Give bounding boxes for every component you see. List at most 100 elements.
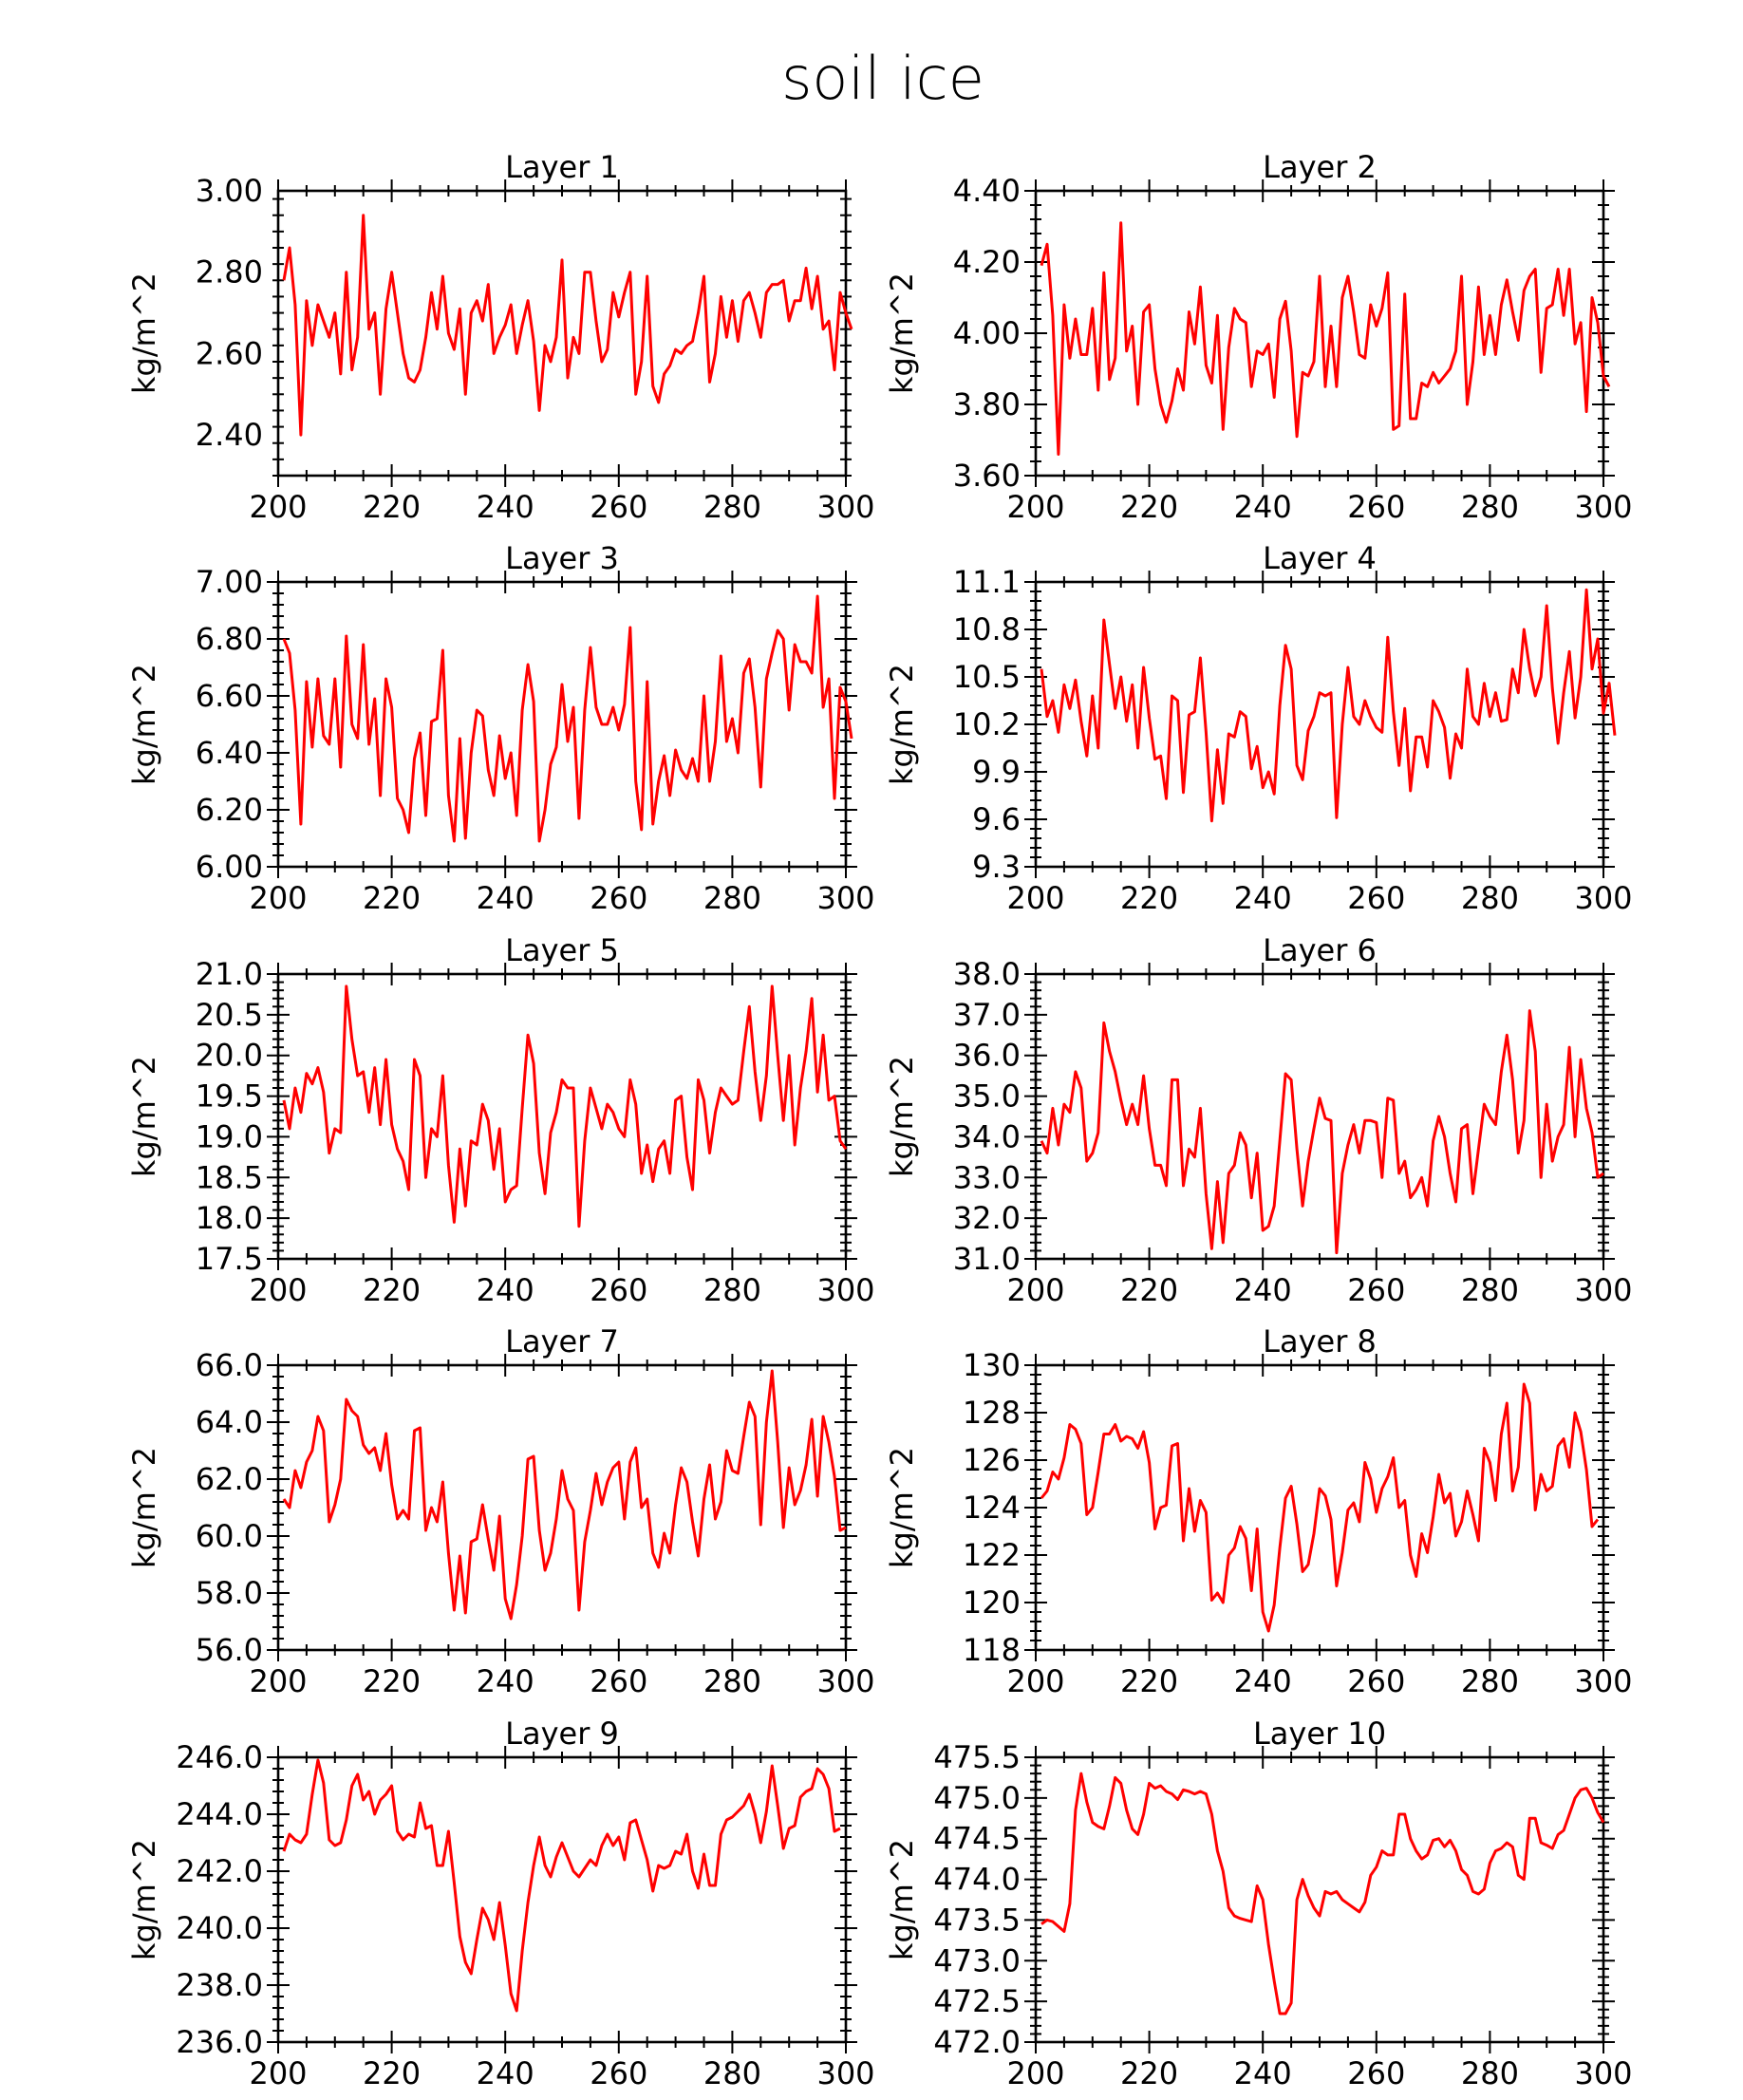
y-tick-label: 36.0	[953, 1038, 1021, 1074]
series-line	[282, 984, 848, 1228]
y-tick-label: 60.0	[196, 1518, 263, 1554]
y-tick-marks	[267, 581, 857, 868]
y-tick-label: 236.0	[176, 2024, 263, 2060]
y-tick-label: 124	[963, 1490, 1021, 1526]
x-tick-label: 260	[1347, 880, 1405, 916]
y-tick-label: 62.0	[196, 1461, 263, 1497]
panel-layer-10: 200 220 240 260 280 300 472.0 472.5 473.0 473.5 47…	[884, 1716, 1633, 2091]
y-tick-label: 9.3	[972, 849, 1021, 885]
y-tick-label: 9.9	[972, 754, 1021, 790]
y-tick-label: 3.60	[953, 458, 1021, 494]
y-tick-label: 2.60	[196, 335, 263, 371]
panel-layer-5: 200 220 240 260 280 300 17.5 18.0 18.5 19.019.5 20…	[126, 932, 875, 1308]
panel-title: Layer 2	[1263, 149, 1377, 185]
x-tick-marks	[277, 179, 847, 487]
x-tick-label: 300	[816, 880, 874, 916]
y-tick-label: 130	[963, 1347, 1021, 1383]
y-tick-label: 3.80	[953, 386, 1021, 422]
y-tick-label: 238.0	[176, 1967, 263, 2003]
y-tick-label: 10.5	[953, 659, 1021, 695]
panel-title: Layer 3	[505, 540, 619, 576]
x-tick-label: 200	[249, 880, 307, 916]
panel-title: Layer 6	[1263, 932, 1377, 968]
y-tick-label: 3.00	[196, 173, 263, 209]
y-tick-label: 58.0	[196, 1575, 263, 1611]
x-tick-label: 240	[477, 1663, 534, 1699]
x-tick-label: 280	[1461, 489, 1519, 525]
series-line	[1040, 588, 1617, 823]
x-tick-label: 300	[1574, 2055, 1632, 2091]
x-tick-label: 260	[1347, 1663, 1405, 1699]
x-tick-label: 200	[1006, 880, 1064, 916]
y-tick-label: 473.5	[933, 1902, 1021, 1938]
x-tick-label: 220	[1120, 1663, 1178, 1699]
y-tick-marks	[1024, 190, 1615, 477]
y-tick-label: 244.0	[176, 1796, 263, 1832]
x-tick-label: 280	[703, 1272, 761, 1308]
y-tick-label: 19.5	[196, 1078, 263, 1115]
y-tick-label: 34.0	[953, 1118, 1021, 1154]
x-tick-label: 280	[703, 880, 761, 916]
x-tick-label: 280	[1461, 1663, 1519, 1699]
y-tick-label: 118	[963, 1632, 1021, 1668]
y-tick-marks	[272, 197, 852, 477]
y-tick-label: 20.0	[196, 1038, 263, 1074]
y-axis-label: kg/m^2	[126, 1447, 162, 1568]
y-tick-label: 18.0	[196, 1200, 263, 1236]
y-tick-label: 37.0	[953, 997, 1021, 1033]
y-tick-label: 4.20	[953, 244, 1021, 280]
y-tick-label: 33.0	[953, 1159, 1021, 1195]
x-tick-label: 220	[1120, 2055, 1178, 2091]
plot-frame	[1034, 972, 1605, 1261]
panel-title: Layer 8	[1263, 1323, 1377, 1359]
x-tick-label: 220	[1120, 1272, 1178, 1308]
x-tick-label: 220	[1120, 880, 1178, 916]
series-line	[1040, 1382, 1600, 1633]
x-tick-label: 280	[703, 1663, 761, 1699]
y-tick-label: 242.0	[176, 1853, 263, 1889]
y-axis-label: kg/m^2	[126, 1056, 162, 1177]
y-tick-label: 240.0	[176, 1910, 263, 1946]
panel-layer-2: 200 220 240 260 280 300 3.60 3.80 4.00 4.20 4.40 La…	[884, 149, 1633, 525]
x-tick-label: 240	[1234, 1272, 1292, 1308]
y-tick-label: 20.5	[196, 997, 263, 1033]
y-axis-label: kg/m^2	[126, 664, 162, 785]
y-tick-label: 472.0	[933, 2024, 1021, 2060]
y-tick-label: 2.40	[196, 417, 263, 453]
x-tick-label: 200	[249, 1272, 307, 1308]
y-tick-label: 472.5	[933, 1983, 1021, 2019]
y-tick-label: 4.40	[953, 173, 1021, 209]
x-tick-label: 220	[1120, 489, 1178, 525]
y-tick-marks	[1024, 1364, 1615, 1651]
x-tick-label: 300	[816, 489, 874, 525]
y-tick-marks	[267, 1756, 857, 2043]
y-tick-marks	[1024, 1756, 1615, 2043]
x-tick-label: 300	[816, 1272, 874, 1308]
x-tick-marks	[1035, 963, 1604, 1270]
panel-layer-6: 200 220 240 260 280 300 31.0 32.0 33.0 34.035.0 36…	[884, 932, 1633, 1308]
y-tick-label: 6.40	[196, 735, 263, 771]
y-tick-label: 31.0	[953, 1241, 1021, 1277]
panel-title: Layer 9	[505, 1716, 619, 1752]
panel-title: Layer 1	[505, 149, 619, 185]
x-tick-label: 200	[1006, 1663, 1064, 1699]
y-tick-label: 64.0	[196, 1404, 263, 1440]
x-tick-label: 240	[1234, 1663, 1292, 1699]
y-tick-label: 126	[963, 1442, 1021, 1478]
y-tick-label: 19.0	[196, 1118, 263, 1154]
y-tick-label: 122	[963, 1537, 1021, 1573]
y-tick-label: 18.5	[196, 1159, 263, 1195]
y-tick-label: 474.0	[933, 1862, 1021, 1898]
y-tick-label: 66.0	[196, 1347, 263, 1383]
series-line	[282, 214, 853, 437]
x-tick-label: 260	[590, 1663, 647, 1699]
y-tick-label: 6.60	[196, 678, 263, 714]
x-tick-label: 300	[1574, 1663, 1632, 1699]
x-tick-label: 280	[1461, 2055, 1519, 2091]
y-axis-label: kg/m^2	[884, 1839, 920, 1960]
x-tick-label: 200	[249, 2055, 307, 2091]
y-tick-label: 475.0	[933, 1780, 1021, 1816]
y-tick-marks	[1024, 973, 1615, 1260]
x-tick-label: 220	[363, 1272, 421, 1308]
